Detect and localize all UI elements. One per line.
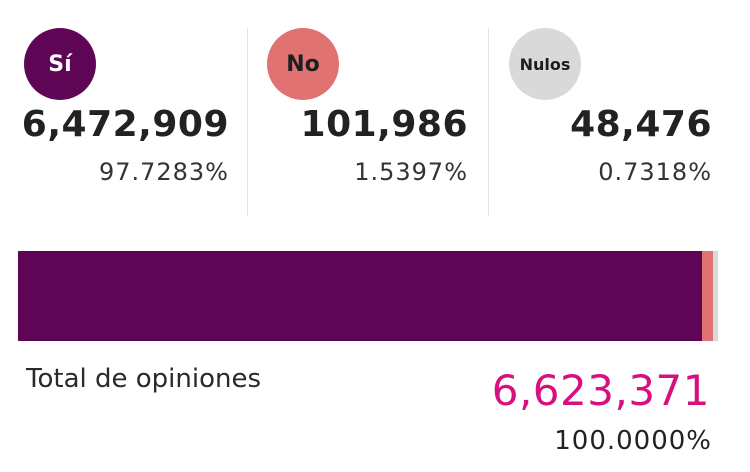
badge-nulos: Nulos bbox=[509, 28, 581, 100]
percent-si: 97.7283% bbox=[98, 158, 229, 186]
count-nulos: 48,476 bbox=[570, 104, 712, 145]
results-columns: Sí 6,472,909 97.7283% No 101,986 1.5397%… bbox=[0, 0, 750, 230]
column-divider bbox=[247, 28, 248, 216]
total-percent: 100.0000% bbox=[554, 426, 712, 456]
count-si: 6,472,909 bbox=[21, 104, 229, 145]
bar-segment-nulos bbox=[712, 251, 718, 341]
result-no: No 101,986 1.5397% bbox=[247, 0, 488, 230]
results-stacked-bar bbox=[18, 251, 718, 341]
bar-segment-si bbox=[18, 251, 703, 341]
count-no: 101,986 bbox=[300, 104, 468, 145]
column-divider bbox=[488, 28, 489, 216]
total-count: 6,623,371 bbox=[491, 366, 710, 415]
badge-no: No bbox=[267, 28, 339, 100]
total-label: Total de opiniones bbox=[26, 364, 262, 394]
percent-no: 1.5397% bbox=[354, 158, 468, 186]
bar-segment-no bbox=[702, 251, 713, 341]
result-nulos: Nulos 48,476 0.7318% bbox=[488, 0, 750, 230]
percent-nulos: 0.7318% bbox=[598, 158, 712, 186]
result-si: Sí 6,472,909 97.7283% bbox=[0, 0, 247, 230]
badge-si: Sí bbox=[24, 28, 96, 100]
